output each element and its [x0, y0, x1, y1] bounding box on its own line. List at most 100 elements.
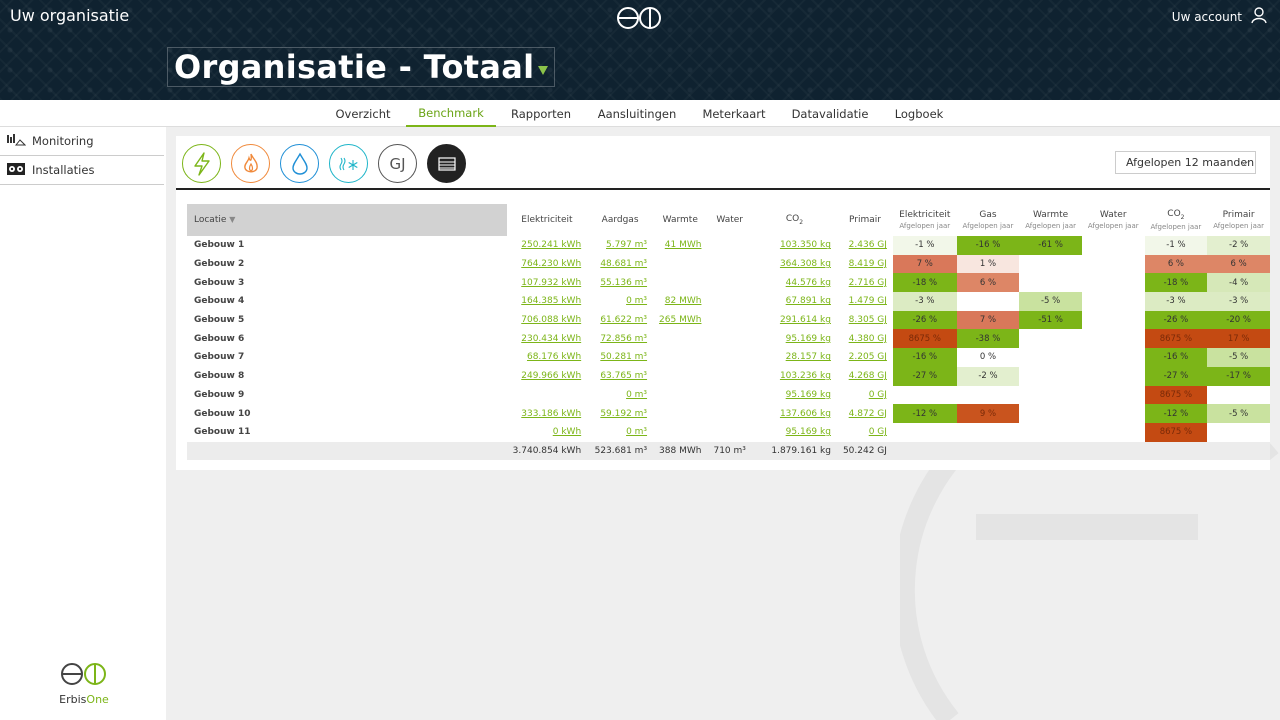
value-link-gas[interactable]: 61.622 m³ [600, 315, 648, 326]
column-header-co2[interactable]: CO2 [752, 204, 837, 236]
tab-logboek[interactable]: Logboek [894, 106, 944, 121]
value-link-gas[interactable]: 59.192 m³ [600, 408, 648, 419]
value-link-elec[interactable]: 164.385 kWh [521, 296, 582, 307]
value-link-gas[interactable]: 63.765 m³ [600, 371, 648, 382]
value-link-heat[interactable]: 41 MWh [664, 240, 702, 251]
column-header-sublabel: Afgelopen jaar [1213, 222, 1265, 230]
value-link-elec[interactable]: 333.186 kWh [521, 408, 582, 419]
column-header-bench-primary[interactable]: Primair Afgelopen jaar [1207, 204, 1270, 236]
page-title-dropdown[interactable]: Organisatie - Totaal [167, 47, 556, 87]
tab-benchmark[interactable]: Benchmark [406, 100, 496, 127]
value-link-gas[interactable]: 72.856 m³ [600, 333, 648, 344]
tab-datavalidatie[interactable]: Datavalidatie [791, 106, 869, 121]
tab-meterkaart[interactable]: Meterkaart [702, 106, 766, 121]
brand-name: ErbisOne [58, 693, 110, 706]
value-link-co2[interactable]: 103.236 kg [779, 371, 831, 382]
tab-aansluitingen[interactable]: Aansluitingen [597, 106, 677, 121]
benchmark-cell-gas: 6 % [956, 273, 1020, 293]
value-link-gas[interactable]: 48.681 m³ [600, 259, 648, 270]
organisation-name[interactable]: Uw organisatie [10, 6, 130, 25]
value-link-primary[interactable]: 4.872 GJ [848, 408, 887, 419]
water-button[interactable] [280, 144, 319, 183]
value-link-co2[interactable]: 95.169 kg [785, 427, 831, 438]
value-link-gas[interactable]: 0 m³ [626, 427, 648, 438]
heat-button[interactable] [329, 144, 368, 183]
value-link-gas[interactable]: 5.797 m³ [606, 240, 648, 251]
benchmark-cell-water [1082, 255, 1145, 274]
column-header-bench-electricity[interactable]: Elektriciteit Afgelopen jaar [893, 204, 957, 236]
account-label: Uw account [1171, 9, 1242, 24]
value-link-co2[interactable]: 137.606 kg [779, 408, 831, 419]
electricity-button[interactable] [182, 144, 221, 183]
column-header-bench-gas[interactable]: Gas Afgelopen jaar [957, 204, 1020, 236]
value-link-elec[interactable]: 230.434 kWh [521, 333, 582, 344]
total-gas: 523.681 m³ [587, 441, 654, 461]
value-link-primary[interactable]: 8.419 GJ [848, 259, 887, 270]
value-link-primary[interactable]: 8.305 GJ [848, 315, 887, 326]
value-link-primary[interactable]: 0 GJ [868, 389, 887, 400]
value-link-primary[interactable]: 0 GJ [868, 427, 887, 438]
column-header-bench-water[interactable]: Water Afgelopen jaar [1082, 204, 1145, 236]
value-link-elec[interactable]: 68.176 kWh [526, 352, 582, 363]
table-row[interactable]: Gebouw 2 764.230 kWh 48.681 m³ 364.308 kg 8.… [187, 254, 1270, 274]
erbisone-logo-icon[interactable] [616, 4, 664, 36]
value-cell-water [707, 292, 751, 311]
value-link-primary[interactable]: 2.716 GJ [848, 277, 887, 288]
table-row[interactable]: Gebouw 4 164.385 kWh 0 m³ 82 MWh 67.891 kg 1.… [187, 292, 1270, 311]
table-row[interactable]: Gebouw 5 706.088 kWh 61.622 m³ 265 MWh 291.6… [187, 310, 1270, 330]
tab-overzicht[interactable]: Overzicht [335, 106, 391, 121]
value-link-elec[interactable]: 107.932 kWh [521, 277, 582, 288]
column-header-electricity[interactable]: Elektriciteit [521, 215, 573, 225]
tab-rapporten[interactable]: Rapporten [510, 106, 572, 121]
value-cell-gas: 0 m³ [587, 423, 653, 442]
column-header-primary[interactable]: Primair [848, 215, 881, 225]
value-link-primary[interactable]: 1.479 GJ [848, 296, 887, 307]
value-link-elec[interactable]: 0 kWh [552, 427, 582, 438]
value-link-primary[interactable]: 4.380 GJ [848, 333, 887, 344]
value-link-co2[interactable]: 95.169 kg [785, 333, 831, 344]
table-row[interactable]: Gebouw 3 107.932 kWh 55.136 m³ 44.576 kg 2.7… [187, 273, 1270, 293]
value-link-heat[interactable]: 82 MWh [664, 296, 702, 307]
value-link-co2[interactable]: 44.576 kg [785, 277, 831, 288]
value-link-elec[interactable]: 250.241 kWh [521, 240, 582, 251]
benchmark-cell-gas: -16 % [956, 236, 1020, 255]
table-row[interactable]: Gebouw 9 0 m³ 95.169 kg 0 GJ 8675 % [187, 385, 1270, 405]
table-row[interactable]: Gebouw 8 249.966 kWh 63.765 m³ 103.236 kg 4.… [187, 366, 1270, 386]
value-link-co2[interactable]: 364.308 kg [779, 259, 831, 270]
value-link-primary[interactable]: 4.268 GJ [848, 371, 887, 382]
column-header-bench-heat[interactable]: Warmte Afgelopen jaar [1019, 204, 1082, 236]
value-link-gas[interactable]: 55.136 m³ [600, 277, 648, 288]
primary-energy-button[interactable]: GJ [378, 144, 417, 183]
column-header-location[interactable]: Locatie ▼ [187, 204, 507, 236]
table-view-button[interactable] [427, 144, 466, 183]
account-menu[interactable]: Uw account [1172, 6, 1268, 27]
benchmark-cell-gas: 7 % [956, 310, 1020, 330]
value-link-co2[interactable]: 95.169 kg [785, 389, 831, 400]
table-row[interactable]: Gebouw 6 230.434 kWh 72.856 m³ 95.169 kg 4.3… [187, 329, 1270, 349]
table-row[interactable]: Gebouw 1 250.241 kWh 5.797 m³ 41 MWh 103.350… [187, 236, 1270, 255]
value-link-elec[interactable]: 764.230 kWh [521, 259, 582, 270]
value-link-gas[interactable]: 0 m³ [626, 389, 648, 400]
value-link-elec[interactable]: 706.088 kWh [521, 315, 582, 326]
value-link-gas[interactable]: 0 m³ [626, 296, 648, 307]
table-row[interactable]: Gebouw 10 333.186 kWh 59.192 m³ 137.606 kg 4… [187, 404, 1270, 423]
column-header-heat[interactable]: Warmte [662, 215, 698, 225]
column-header-water[interactable]: Water [716, 215, 743, 225]
value-link-co2[interactable]: 28.157 kg [785, 352, 831, 363]
value-link-primary[interactable]: 2.205 GJ [848, 352, 887, 363]
value-link-elec[interactable]: 249.966 kWh [521, 371, 582, 382]
column-header-bench-co2[interactable]: CO2 Afgelopen jaar [1145, 204, 1208, 236]
table-row[interactable]: Gebouw 7 68.176 kWh 50.281 m³ 28.157 kg 2.20… [187, 348, 1270, 367]
value-link-heat[interactable]: 265 MWh [659, 315, 702, 326]
value-link-co2[interactable]: 291.614 kg [779, 315, 831, 326]
value-link-gas[interactable]: 50.281 m³ [600, 352, 648, 363]
value-link-primary[interactable]: 2.436 GJ [848, 240, 887, 251]
table-row[interactable]: Gebouw 11 0 kWh 0 m³ 95.169 kg 0 GJ 8675 % [187, 422, 1270, 442]
value-link-co2[interactable]: 103.350 kg [779, 240, 831, 251]
sidebar-item-monitoring[interactable]: Monitoring [0, 127, 164, 156]
period-select[interactable]: Afgelopen 12 maanden ⌵ [1115, 151, 1256, 174]
value-link-co2[interactable]: 67.891 kg [785, 296, 831, 307]
sidebar-item-installaties[interactable]: Installaties [0, 156, 164, 185]
gas-button[interactable] [231, 144, 270, 183]
column-header-gas[interactable]: Aardgas [601, 215, 639, 225]
